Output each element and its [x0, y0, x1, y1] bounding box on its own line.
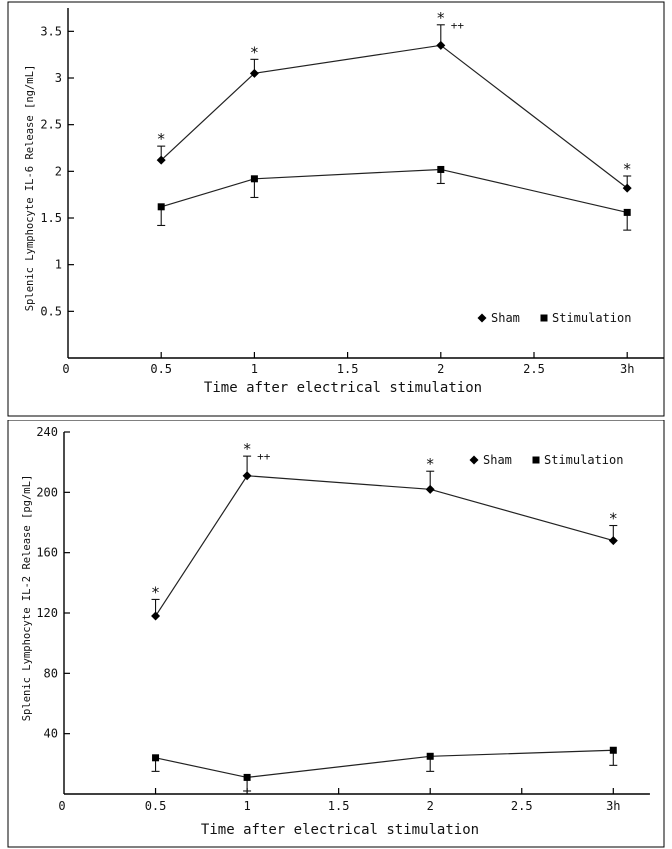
- y-tick-label: 2.5: [40, 118, 62, 132]
- data-point-stimulation: [152, 754, 160, 762]
- x-tick-label: 0.5: [145, 799, 167, 813]
- y-tick-label: 1: [55, 258, 62, 272]
- series-line-sham: [155, 475, 614, 617]
- significance-asterisk: *: [250, 43, 259, 61]
- data-point-stimulation: [426, 752, 434, 760]
- x-tick-label: 1.5: [337, 362, 359, 376]
- x-tick-label: 1: [243, 799, 250, 813]
- x-tick-label: 1.5: [328, 799, 350, 813]
- significance-annotations: * * * ++ *: [157, 9, 632, 178]
- legend-marker-stimulation: [540, 314, 548, 322]
- data-point-stimulation: [243, 773, 251, 781]
- y-tick-label: 80: [44, 666, 58, 680]
- data-point-sham: [622, 183, 632, 193]
- x-axis-group: 0 0.5 1 1.5 2 2.5 3h: [62, 352, 665, 376]
- chart-frame: [7, 1, 665, 417]
- y-tick-label: 0.5: [40, 304, 62, 318]
- x-tick-label: 0: [62, 362, 69, 376]
- data-point-sham: [425, 484, 435, 494]
- x-tick-label: 2: [437, 362, 444, 376]
- legend: Sham Stimulation: [477, 311, 631, 325]
- x-tick-label: 3h: [620, 362, 634, 376]
- data-point-stimulation: [609, 746, 617, 754]
- x-ticks: 0 0.5 1 1.5 2 2.5 3h: [62, 352, 634, 376]
- legend-marker-stimulation: [532, 456, 540, 464]
- y-tick-label: 2: [55, 164, 62, 178]
- data-point-stimulation: [437, 165, 445, 173]
- plot-area: [151, 455, 618, 792]
- data-point-sham: [608, 536, 618, 546]
- plot-area: [156, 24, 632, 231]
- x-tick-label: 1: [251, 362, 258, 376]
- x-tick-label: 2.5: [511, 799, 533, 813]
- significance-plus: ++: [451, 19, 465, 32]
- chart-frame: [7, 420, 665, 848]
- y-axis-label: Splenic Lymphocyte IL-2 Release [pg/mL]: [21, 475, 33, 722]
- legend-marker-sham: [469, 455, 479, 465]
- y-axis-group: 0.5 1 1.5 2 2.5 3 3.5: [40, 8, 74, 358]
- significance-asterisk: *: [426, 455, 435, 473]
- y-tick-label: 40: [44, 727, 58, 741]
- il6-chart: Splenic Lymphocyte IL-6 Release [ng/mL] …: [7, 1, 665, 417]
- data-point-stimulation: [157, 203, 165, 211]
- significance-annotations: * * ++ * *: [151, 440, 618, 601]
- data-point-sham: [151, 611, 161, 621]
- legend: Sham Stimulation: [469, 453, 623, 467]
- data-point-stimulation: [250, 175, 258, 183]
- y-tick-label: 1.5: [40, 211, 62, 225]
- data-point-sham: [249, 68, 259, 78]
- legend-label-sham: Sham: [483, 453, 512, 467]
- il2-chart: Splenic Lymphocyte IL-2 Release [pg/mL] …: [7, 420, 665, 848]
- legend-label-stimulation: Stimulation: [544, 453, 623, 467]
- x-axis-group: 0 0.5 1 1.5 2 2.5 3h: [58, 788, 650, 813]
- significance-asterisk: *: [623, 160, 632, 178]
- y-tick-label: 200: [36, 485, 58, 499]
- legend-label-sham: Sham: [491, 311, 520, 325]
- y-tick-label: 3.5: [40, 24, 62, 38]
- y-ticks: 0.5 1 1.5 2 2.5 3 3.5: [40, 24, 74, 318]
- x-tick-label: 3h: [606, 799, 620, 813]
- data-point-stimulation: [623, 208, 631, 216]
- x-axis-label: Time after electrical stimulation: [204, 380, 482, 396]
- data-point-sham: [156, 155, 166, 165]
- legend-label-stimulation: Stimulation: [552, 311, 631, 325]
- series-line-stimulation: [155, 749, 614, 779]
- y-tick-label: 240: [36, 425, 58, 439]
- x-tick-label: 2.5: [523, 362, 545, 376]
- significance-asterisk: *: [436, 9, 445, 27]
- significance-plus: ++: [257, 450, 271, 463]
- legend-marker-sham: [477, 313, 487, 323]
- y-tick-label: 120: [36, 606, 58, 620]
- data-point-sham: [436, 40, 446, 50]
- series-line-sham: [160, 44, 628, 189]
- y-tick-label: 3: [55, 71, 62, 85]
- series-line-stimulation: [161, 168, 628, 213]
- x-tick-label: 2: [427, 799, 434, 813]
- significance-asterisk: *: [157, 130, 166, 148]
- data-point-sham: [242, 471, 252, 481]
- y-axis-label: Splenic Lymphocyte IL-6 Release [ng/mL]: [24, 65, 36, 312]
- x-tick-label: 0: [58, 799, 65, 813]
- y-axis-title: Splenic Lymphocyte IL-2 Release [pg/mL]: [21, 475, 33, 722]
- significance-asterisk: *: [609, 510, 618, 528]
- y-axis-title: Splenic Lymphocyte IL-6 Release [ng/mL]: [24, 65, 36, 312]
- x-tick-label: 0.5: [150, 362, 172, 376]
- significance-asterisk: *: [243, 440, 252, 458]
- significance-asterisk: *: [151, 583, 160, 601]
- y-tick-label: 160: [36, 546, 58, 560]
- x-axis-label: Time after electrical stimulation: [201, 822, 479, 838]
- y-ticks: 40 80 120 160 200 240: [36, 425, 70, 741]
- x-ticks: 0 0.5 1 1.5 2 2.5 3h: [58, 788, 621, 813]
- y-axis-group: 40 80 120 160 200 240: [36, 425, 70, 794]
